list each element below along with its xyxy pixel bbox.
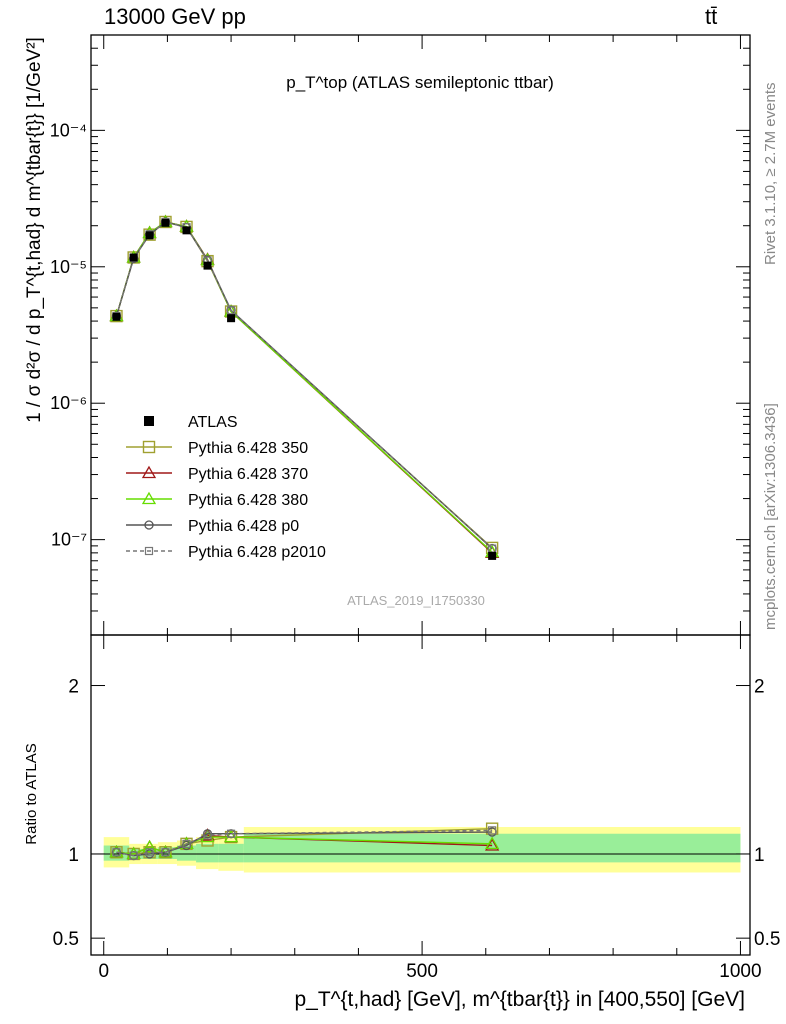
series-point: [226, 306, 236, 315]
y-axis-label: 1 / σ d²σ / d p_T^{t,had} d m^{tbar{t}} …: [24, 37, 45, 423]
y-tick-label: 10⁻⁴: [50, 120, 87, 140]
y-tick-label: 10⁻⁶: [50, 393, 87, 413]
x-tick-label: 500: [406, 961, 438, 982]
data-point: [129, 253, 138, 262]
ratio-series-point: [203, 831, 212, 840]
ratio-frame: [90, 634, 751, 956]
ratio-series-point: [485, 838, 500, 851]
ratio-series-point: [226, 829, 236, 838]
data-point: [203, 261, 212, 270]
ratio-y-tick-label-right: 0.5: [754, 929, 780, 950]
legend-label: Pythia 6.428 p2010: [188, 544, 326, 561]
x-axis-label: p_T^{t,had} [GeV], m^{tbar{t}} in [400,5…: [294, 988, 745, 1011]
legend-marker-atlas: [144, 416, 154, 426]
ratio-series-point: [145, 848, 154, 857]
ratio-panel: 0.5 0.5 1 1 2 2 0 500 1000 Ratio to ATLAS p_T^{t…: [23, 634, 780, 1011]
data-point: [182, 226, 191, 235]
data-point: [145, 231, 154, 240]
legend-label-atlas: ATLAS: [188, 414, 238, 431]
ratio-series-point: [129, 851, 138, 860]
legend-marker: [144, 520, 154, 530]
collision-energy-label: 13000 GeV pp: [104, 4, 246, 29]
ratio-band-stat: [196, 843, 219, 863]
x-tick-label: 1000: [719, 961, 761, 982]
y-tick-label: 10⁻⁷: [51, 530, 87, 550]
ratio-series-point: [485, 836, 500, 849]
ratio-band-stat: [157, 847, 177, 859]
process-label: tt̄: [705, 4, 718, 29]
ratio-series-point: [488, 826, 497, 835]
ratio-y-tick-label: 2: [68, 677, 79, 698]
ratio-series-point: [112, 848, 121, 857]
legend-label: Pythia 6.428 370: [188, 466, 308, 483]
ratio-y-tick-label-right: 1: [754, 845, 765, 866]
legend-label: Pythia 6.428 p0: [188, 518, 299, 535]
legend: ATLAS Pythia 6.428 350 Pythia 6.428 370 Pyt…: [126, 414, 326, 561]
y-tick-label: 10⁻⁵: [50, 257, 87, 277]
data-point: [227, 314, 236, 323]
plot-title: p_T^top (ATLAS semileptonic ttbar): [286, 73, 554, 92]
ratio-series-point: [161, 848, 170, 857]
main-panel: 10⁻⁷ 10⁻⁶ 10⁻⁵ 10⁻⁴ p_T^top (ATLAS semilept…: [24, 34, 751, 636]
series-point: [143, 228, 156, 241]
ratio-y-axis-label: Ratio to ATLAS: [23, 743, 40, 844]
legend-marker: [144, 546, 154, 556]
data-point: [112, 312, 121, 321]
ratio-band-stat: [218, 843, 244, 863]
legend-label: Pythia 6.428 380: [188, 492, 308, 509]
ratio-y-tick-label: 1: [68, 845, 79, 866]
data-point: [488, 551, 497, 560]
analysis-id-label: ATLAS_2019_I1750330: [347, 593, 485, 608]
ratio-y-tick-label: 0.5: [53, 929, 79, 950]
legend-label: Pythia 6.428 350: [188, 440, 308, 457]
ratio-y-tick-label-right: 2: [754, 677, 765, 698]
legend-marker: [141, 465, 157, 479]
ratio-series-point: [182, 839, 191, 848]
ratio-series-point: [142, 839, 157, 853]
legend-marker: [141, 491, 157, 505]
legend-marker: [142, 440, 156, 454]
data-point: [161, 218, 170, 227]
x-tick-label: 0: [98, 961, 109, 982]
